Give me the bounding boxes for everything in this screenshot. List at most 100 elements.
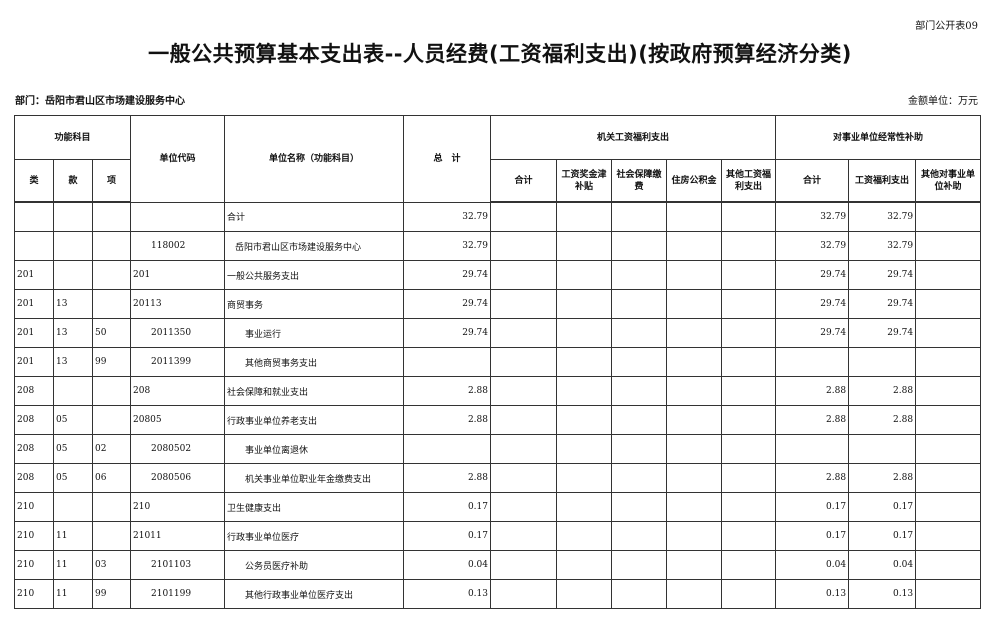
cell-empty (666, 492, 722, 522)
cell-lei: 208 (14, 463, 54, 493)
cell-xiang (92, 231, 131, 261)
cell-sy-sum: 29.74 (775, 289, 850, 319)
cell-total: 2.88 (403, 376, 491, 406)
cell-sy-sum: 2.88 (775, 376, 850, 406)
cell-code: 118002 (130, 231, 225, 261)
cell-empty (720, 492, 777, 522)
cell-sy-sum: 2.88 (775, 463, 850, 493)
cell-total: 0.04 (403, 550, 491, 580)
cell-empty (490, 347, 557, 377)
cell-empty (915, 376, 982, 406)
cell-name: 社会保障和就业支出 (224, 376, 404, 406)
cell-empty (611, 521, 667, 551)
cell-empty (666, 231, 722, 261)
header-xiang: 项 (92, 159, 131, 203)
table-row: 合计 32.79 32.79 32.79 (14, 201, 982, 232)
cell-xiang: 99 (92, 579, 131, 609)
cell-total: 29.74 (403, 260, 491, 290)
cell-sy-sum: 32.79 (775, 201, 850, 232)
cell-empty (720, 347, 777, 377)
cell-xiang (92, 289, 131, 319)
cell-lei: 208 (14, 405, 54, 435)
cell-sy-sum: 0.17 (775, 521, 850, 551)
form-code: 部门公开表09 (915, 21, 978, 32)
cell-empty (666, 434, 722, 464)
cell-empty (915, 318, 982, 348)
cell-kuan (53, 260, 93, 290)
cell-empty (915, 201, 982, 232)
cell-empty (915, 347, 982, 377)
cell-name: 合计 (224, 201, 404, 232)
cell-empty (720, 521, 777, 551)
cell-empty (915, 521, 982, 551)
cell-empty (666, 521, 722, 551)
cell-empty (611, 231, 667, 261)
cell-empty (556, 550, 612, 580)
cell-sy-sum: 29.74 (775, 260, 850, 290)
cell-empty (666, 579, 722, 609)
cell-empty (915, 579, 982, 609)
cell-kuan: 05 (53, 434, 93, 464)
cell-empty (915, 463, 982, 493)
table-row: 210 11 99 2101199 其他行政事业单位医疗支出 0.13 0.13 0.13 (14, 579, 982, 609)
cell-xiang (92, 521, 131, 551)
cell-xiang: 03 (92, 550, 131, 580)
cell-empty (720, 405, 777, 435)
cell-empty (556, 434, 612, 464)
cell-empty (666, 376, 722, 406)
cell-total: 0.17 (403, 521, 491, 551)
cell-empty (611, 376, 667, 406)
header-sy-wage: 工资福利支出 (848, 159, 917, 203)
cell-lei: 208 (14, 376, 54, 406)
table-row: 210 11 21011 行政事业单位医疗 0.17 0.17 0.17 (14, 521, 982, 551)
cell-name: 其他商贸事务支出 (224, 347, 404, 377)
cell-empty (556, 231, 612, 261)
cell-empty (720, 434, 777, 464)
cell-kuan: 11 (53, 579, 93, 609)
cell-kuan (53, 231, 93, 261)
cell-code: 21011 (130, 521, 225, 551)
page-title: 一般公共预算基本支出表--人员经费(工资福利支出)(按政府预算经济分类) (148, 42, 852, 66)
cell-kuan: 13 (53, 289, 93, 319)
cell-code: 210 (130, 492, 225, 522)
cell-empty (611, 579, 667, 609)
cell-sy-sum: 2.88 (775, 405, 850, 435)
cell-empty (915, 405, 982, 435)
cell-lei: 210 (14, 550, 54, 580)
cell-code: 2080502 (130, 434, 225, 464)
cell-total: 29.74 (403, 289, 491, 319)
cell-empty (556, 347, 612, 377)
cell-name: 一般公共服务支出 (224, 260, 404, 290)
cell-name: 行政事业单位医疗 (224, 521, 404, 551)
cell-xiang: 02 (92, 434, 131, 464)
cell-empty (490, 260, 557, 290)
cell-empty (666, 201, 722, 232)
cell-kuan: 11 (53, 521, 93, 551)
cell-code: 201 (130, 260, 225, 290)
cell-total: 32.79 (403, 231, 491, 261)
header-code: 单位代码 (130, 115, 225, 203)
cell-total: 29.74 (403, 318, 491, 348)
cell-empty (490, 405, 557, 435)
cell-lei: 201 (14, 260, 54, 290)
cell-empty (611, 201, 667, 232)
header-jg: 机关工资福利支出 (489, 115, 777, 160)
table-row: 208 208 社会保障和就业支出 2.88 2.88 2.88 (14, 376, 982, 406)
cell-lei: 201 (14, 347, 54, 377)
cell-name: 商贸事务 (224, 289, 404, 319)
cell-empty (490, 550, 557, 580)
cell-sy-sum: 29.74 (775, 318, 850, 348)
cell-lei: 210 (14, 579, 54, 609)
cell-sy-wage (848, 434, 917, 464)
cell-kuan: 13 (53, 318, 93, 348)
cell-empty (490, 231, 557, 261)
cell-empty (490, 201, 557, 232)
cell-name: 其他行政事业单位医疗支出 (224, 579, 404, 609)
cell-name: 行政事业单位养老支出 (224, 405, 404, 435)
cell-lei: 210 (14, 521, 54, 551)
cell-lei: 201 (14, 289, 54, 319)
table-row: 201 13 20113 商贸事务 29.74 29.74 29.74 (14, 289, 982, 319)
cell-empty (666, 347, 722, 377)
cell-empty (556, 521, 612, 551)
cell-lei (14, 201, 54, 232)
